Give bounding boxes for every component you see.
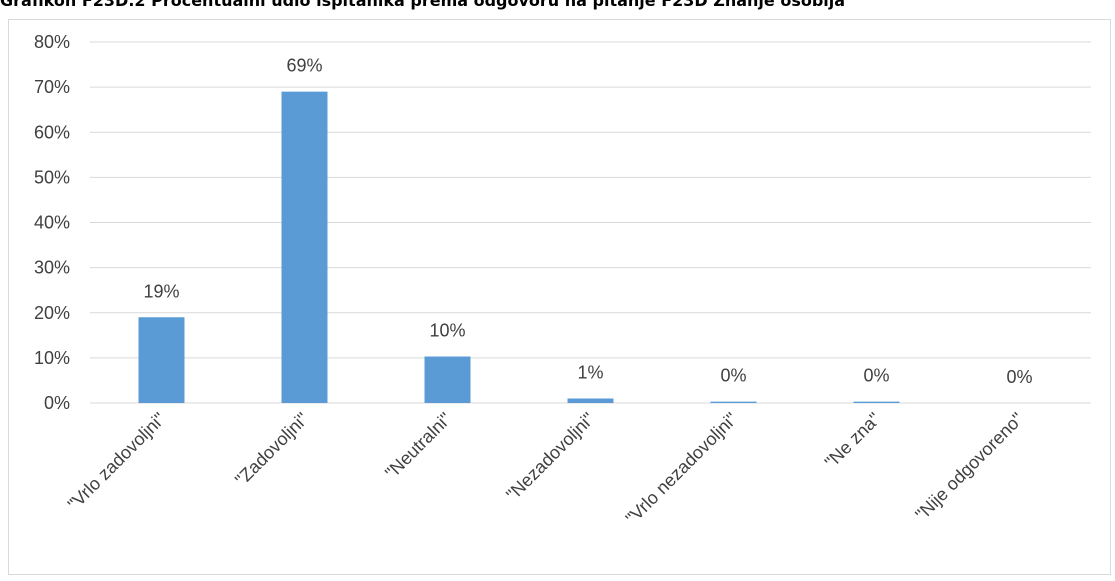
y-tick-label: 20%: [34, 303, 70, 323]
y-tick-label: 80%: [34, 32, 70, 52]
y-tick-label: 0%: [44, 393, 70, 413]
data-label: 1%: [577, 362, 603, 382]
data-label: 0%: [720, 366, 746, 386]
y-tick-label: 70%: [34, 77, 70, 97]
x-category-label: "Neutralni": [381, 409, 455, 483]
bar: [138, 317, 185, 403]
x-category-label: "Vrlo nezadovoljni": [622, 409, 742, 529]
y-tick-label: 40%: [34, 213, 70, 233]
bar: [567, 398, 614, 403]
x-category-label: "Vrlo zadovoljni": [64, 409, 169, 514]
data-label: 19%: [143, 281, 179, 301]
data-label: 69%: [286, 56, 322, 76]
data-label: 0%: [863, 366, 889, 386]
x-category-label: "Zadovoljni": [231, 409, 312, 490]
x-category-label: "Nezadovoljni": [502, 409, 598, 505]
x-category-label: "Nije odgovoreno": [911, 409, 1027, 525]
bar: [424, 356, 471, 403]
bar: [281, 91, 328, 403]
data-label: 10%: [429, 321, 465, 341]
data-label: 0%: [1006, 367, 1032, 387]
bar: [853, 401, 900, 403]
chart-title: Grafikon F23D.2 Procentualni udio ispita…: [0, 0, 846, 10]
y-tick-label: 30%: [34, 258, 70, 278]
y-tick-label: 50%: [34, 167, 70, 187]
x-category-label: "Ne zna": [821, 409, 885, 473]
y-tick-label: 10%: [34, 348, 70, 368]
chart-frame: [8, 19, 1111, 575]
bar: [710, 401, 757, 403]
y-tick-label: 60%: [34, 122, 70, 142]
